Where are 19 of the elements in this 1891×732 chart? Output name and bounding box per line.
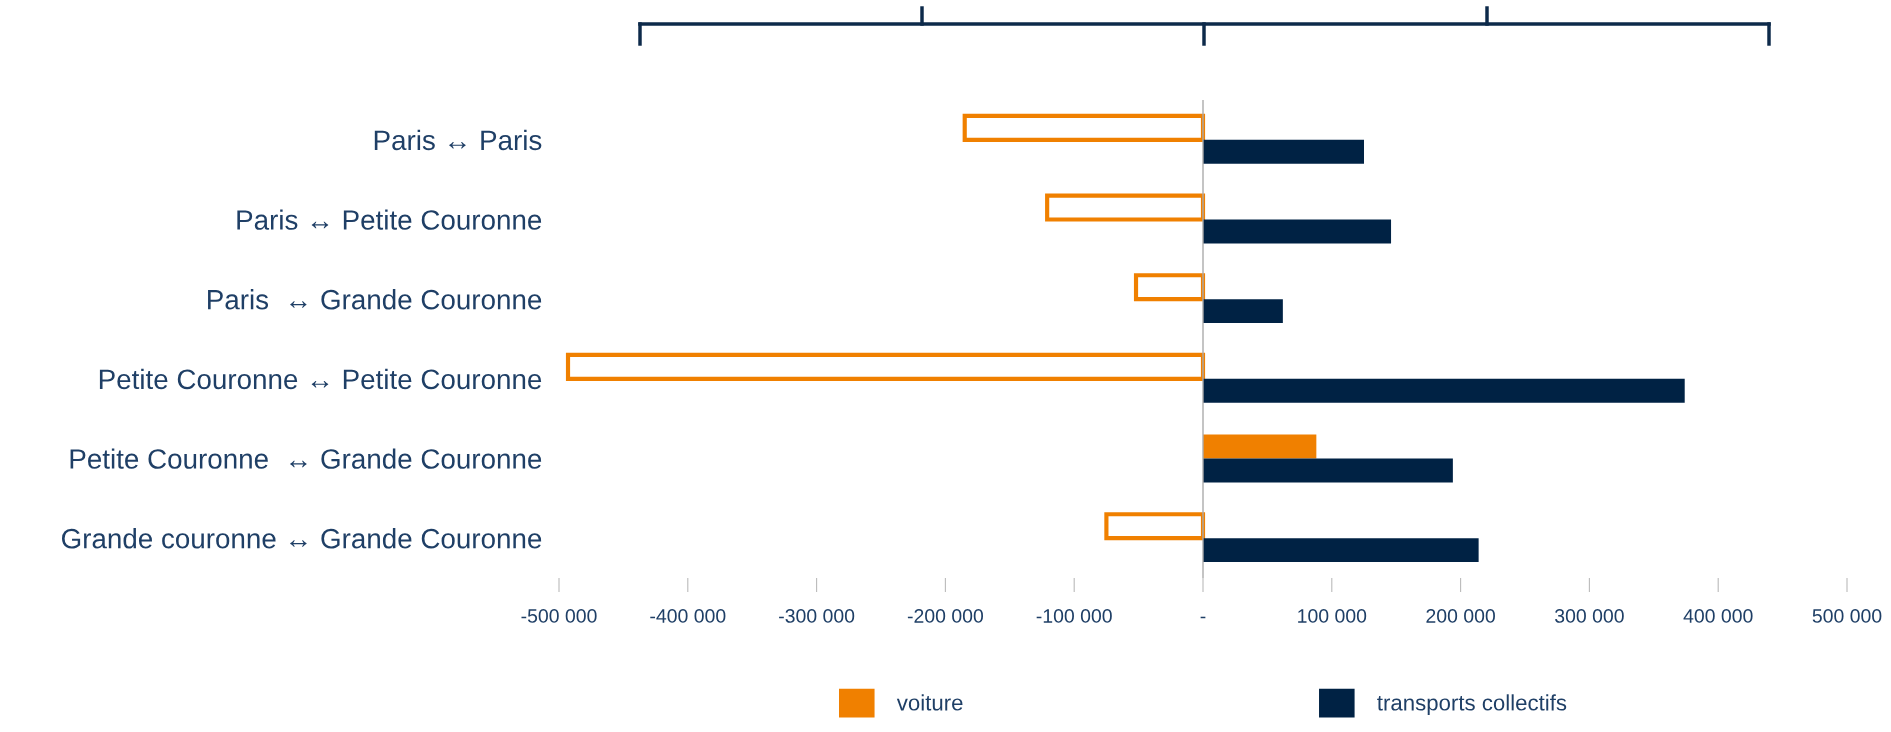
x-tick-label: -500 000 bbox=[521, 609, 597, 623]
y-tick-label: Paris ↔ Paris bbox=[374, 129, 542, 151]
x-tick-label: 200 000 bbox=[1426, 609, 1495, 623]
x-tick-label: - bbox=[1200, 616, 1206, 619]
y-tick-label: Grande couronne ↔ Grande Couronne bbox=[61, 528, 542, 549]
x-tick-label: 400 000 bbox=[1683, 609, 1753, 623]
x-tick-label: -100 000 bbox=[1036, 609, 1112, 623]
y-tick-label: Petite Couronne ↔ Grande Couronne bbox=[70, 448, 542, 469]
y-tick-label: Paris ↔ Grande Couronne bbox=[208, 289, 542, 310]
x-tick-label: 500 000 bbox=[1812, 609, 1882, 623]
x-tick-label: -300 000 bbox=[779, 609, 855, 623]
x-tick-label: -200 000 bbox=[907, 609, 984, 623]
y-tick-label: Paris ↔ Petite Couronne bbox=[237, 209, 542, 230]
y-tick-label: Petite Couronne ↔ Petite Couronne bbox=[99, 368, 542, 390]
legend-label: voiture bbox=[896, 694, 963, 711]
legend-label: transports collectifs bbox=[1377, 694, 1567, 715]
x-tick-label: 100 000 bbox=[1298, 609, 1367, 623]
x-tick-label: -400 000 bbox=[650, 609, 726, 623]
x-tick-label: 300 000 bbox=[1555, 609, 1624, 623]
